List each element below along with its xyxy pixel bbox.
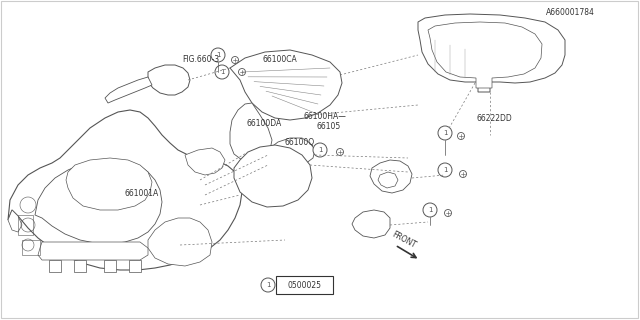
Text: 661001A: 661001A — [125, 189, 159, 198]
Polygon shape — [74, 260, 86, 272]
Polygon shape — [49, 260, 61, 272]
Text: 1: 1 — [443, 167, 447, 173]
Text: 1: 1 — [266, 282, 270, 288]
Text: FRONT: FRONT — [390, 230, 417, 250]
Text: 1: 1 — [317, 147, 323, 153]
Text: 1: 1 — [216, 52, 220, 58]
Text: 66100HA—: 66100HA— — [304, 112, 347, 121]
Circle shape — [232, 57, 239, 63]
FancyBboxPatch shape — [276, 276, 333, 294]
Circle shape — [460, 171, 467, 178]
Polygon shape — [230, 103, 272, 162]
Bar — [18, 215, 33, 235]
Circle shape — [423, 203, 437, 217]
Polygon shape — [38, 242, 148, 260]
Polygon shape — [370, 160, 412, 193]
Text: 1: 1 — [443, 130, 447, 136]
Text: 1: 1 — [428, 207, 432, 213]
Circle shape — [438, 126, 452, 140]
Circle shape — [438, 163, 452, 177]
Text: 1: 1 — [220, 69, 224, 75]
Text: 66105: 66105 — [317, 122, 341, 131]
Text: 66100Q: 66100Q — [285, 138, 315, 147]
Circle shape — [313, 143, 327, 157]
Polygon shape — [104, 260, 116, 272]
Polygon shape — [66, 158, 152, 210]
Polygon shape — [105, 77, 152, 103]
Polygon shape — [148, 65, 190, 95]
Text: 0500025: 0500025 — [287, 281, 321, 290]
Polygon shape — [428, 22, 542, 88]
Polygon shape — [352, 210, 390, 238]
Circle shape — [211, 48, 225, 62]
Polygon shape — [234, 145, 312, 207]
Text: A660001784: A660001784 — [547, 8, 595, 17]
Circle shape — [337, 148, 344, 156]
Polygon shape — [129, 260, 141, 272]
Polygon shape — [268, 138, 315, 167]
Polygon shape — [378, 172, 398, 188]
Circle shape — [458, 132, 465, 140]
Polygon shape — [148, 218, 212, 266]
Polygon shape — [35, 160, 162, 244]
Circle shape — [445, 210, 451, 217]
Text: 66222DD: 66222DD — [477, 114, 513, 123]
Polygon shape — [8, 110, 242, 270]
Polygon shape — [8, 210, 22, 232]
Circle shape — [261, 278, 275, 292]
Polygon shape — [230, 50, 342, 120]
Polygon shape — [418, 14, 565, 92]
Polygon shape — [185, 148, 225, 175]
Circle shape — [215, 65, 229, 79]
Bar — [22, 240, 40, 255]
Text: 66100DA: 66100DA — [246, 119, 282, 128]
Text: 66100CA: 66100CA — [262, 55, 297, 64]
Circle shape — [239, 68, 246, 76]
Text: FIG.660-3: FIG.660-3 — [182, 55, 220, 64]
